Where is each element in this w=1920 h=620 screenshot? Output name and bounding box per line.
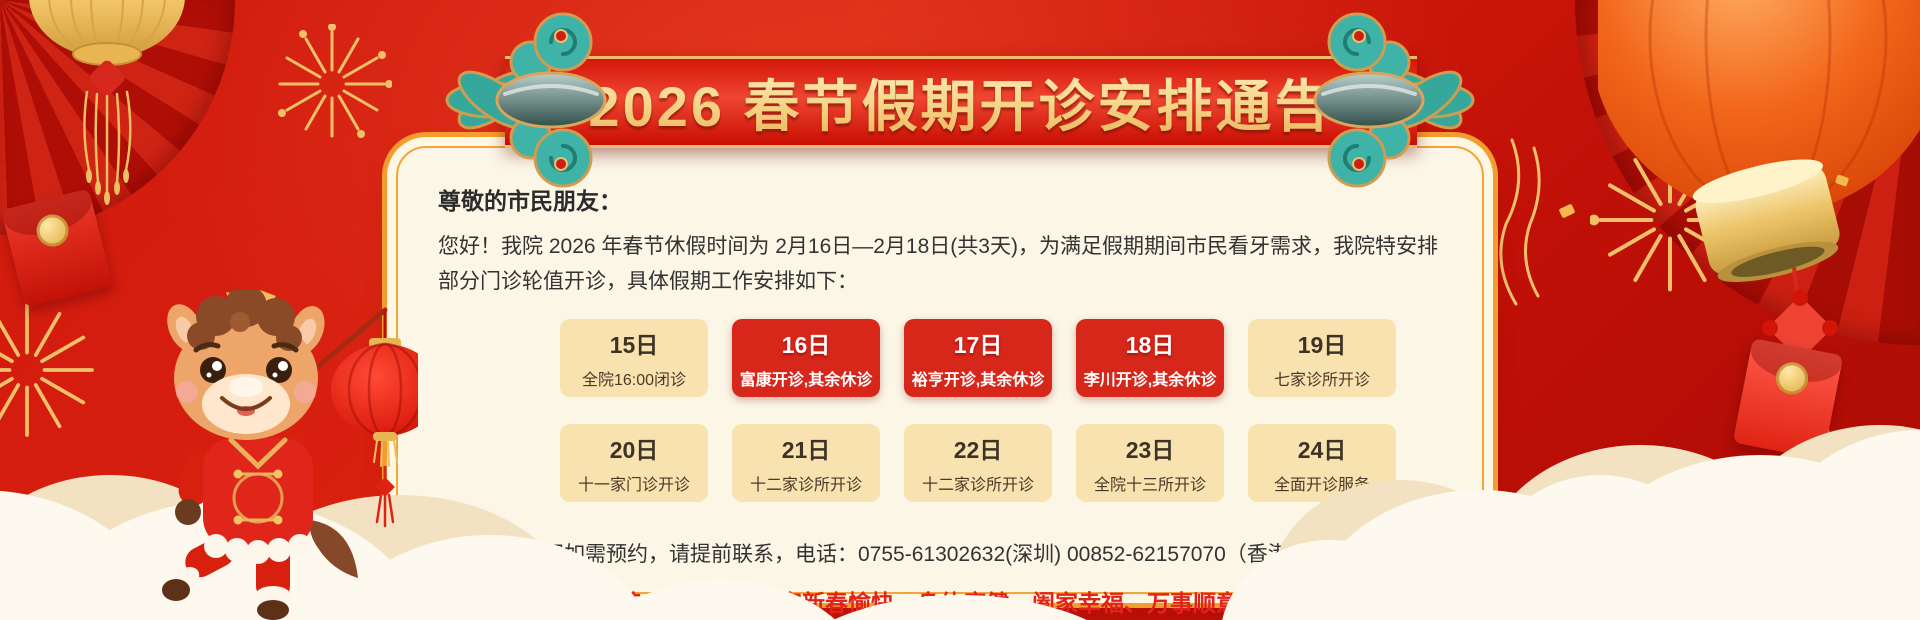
schedule-card: 22日 十二家诊所开诊: [904, 424, 1052, 502]
schedule-card: 23日 全院十三所开诊: [1076, 424, 1224, 502]
card-date: 18日: [1125, 332, 1175, 358]
schedule-card: 20日 十一家门诊开诊: [560, 424, 708, 502]
card-date: 16日: [781, 332, 831, 358]
notice-body: 您好！我院 2026 年春节休假时间为 2月16日—2月18日(共3天)，为满足…: [438, 235, 1438, 293]
schedule-card: 16日 富康开诊,其余休诊: [732, 319, 880, 397]
booking-note: 注：春节期间如需预约，请提前联系，电话：0755-61302632(深圳) 00…: [438, 543, 1310, 566]
card-date: 21日: [781, 437, 831, 463]
horse-mascot-with-lantern: [162, 290, 418, 620]
schedule-card: 19日 七家诊所开诊: [1248, 319, 1396, 397]
card-desc: 十一家门诊开诊: [577, 477, 690, 494]
card-date: 15日: [609, 332, 659, 358]
title-banner: 2026 春节假期开诊安排通告: [505, 56, 1417, 148]
card-date: 24日: [1297, 437, 1347, 463]
schedule-card: 17日 裕亨开诊,其余休诊: [904, 319, 1052, 397]
page-title: 2026 春节假期开诊安排通告: [588, 62, 1333, 143]
schedule-card: 15日 全院16:00闭诊: [560, 319, 708, 397]
card-desc: 十二家诊所开诊: [749, 477, 862, 494]
streamer-icon: [1499, 138, 1541, 306]
festival-greeting: 值此新春佳节，提前恭祝大家新春愉快、身体康健、阖家幸福、万事顺意、马年大吉！: [503, 590, 1377, 616]
gold-tassel-lantern-icon: [29, 0, 185, 205]
teal-cloud-ornament-icon: [1313, 12, 1475, 188]
confetti: [1558, 203, 1576, 219]
firework-icon: [278, 24, 392, 138]
card-date: 20日: [609, 437, 659, 463]
orange-lantern-icon: [1598, 0, 1920, 572]
card-desc: 裕亨开诊,其余休诊: [911, 372, 1045, 389]
card-desc: 全院16:00闭诊: [581, 372, 687, 389]
firework-icon: [0, 303, 94, 437]
schedule-grid: 15日 全院16:00闭诊 16日 富康开诊,其余休诊 17日 裕亨开诊,其余休…: [560, 319, 1400, 502]
schedule-card: 18日 李川开诊,其余休诊: [1076, 319, 1224, 397]
envelope-seal: [1773, 359, 1811, 398]
envelope-seal: [33, 211, 73, 250]
card-date: 19日: [1297, 332, 1347, 358]
card-desc: 七家诊所开诊: [1273, 372, 1370, 389]
teal-cloud-ornament-icon: [445, 12, 607, 188]
card-date: 17日: [953, 332, 1003, 358]
card-desc: 富康开诊,其余休诊: [739, 372, 873, 389]
card-date: 23日: [1125, 437, 1175, 463]
card-desc: 李川开诊,其余休诊: [1083, 372, 1217, 389]
card-date: 22日: [953, 437, 1003, 463]
schedule-card: 24日 全面开诊服务: [1248, 424, 1396, 502]
notice-panel: 尊敬的市民朋友： 您好！我院 2026 年春节休假时间为 2月16日—2月18日…: [396, 146, 1484, 616]
schedule-card: 21日 十二家诊所开诊: [732, 424, 880, 502]
card-desc: 全面开诊服务: [1273, 477, 1370, 494]
card-desc: 十二家诊所开诊: [921, 477, 1034, 494]
salutation: 尊敬的市民朋友：: [438, 188, 622, 214]
card-desc: 全院十三所开诊: [1093, 477, 1206, 494]
